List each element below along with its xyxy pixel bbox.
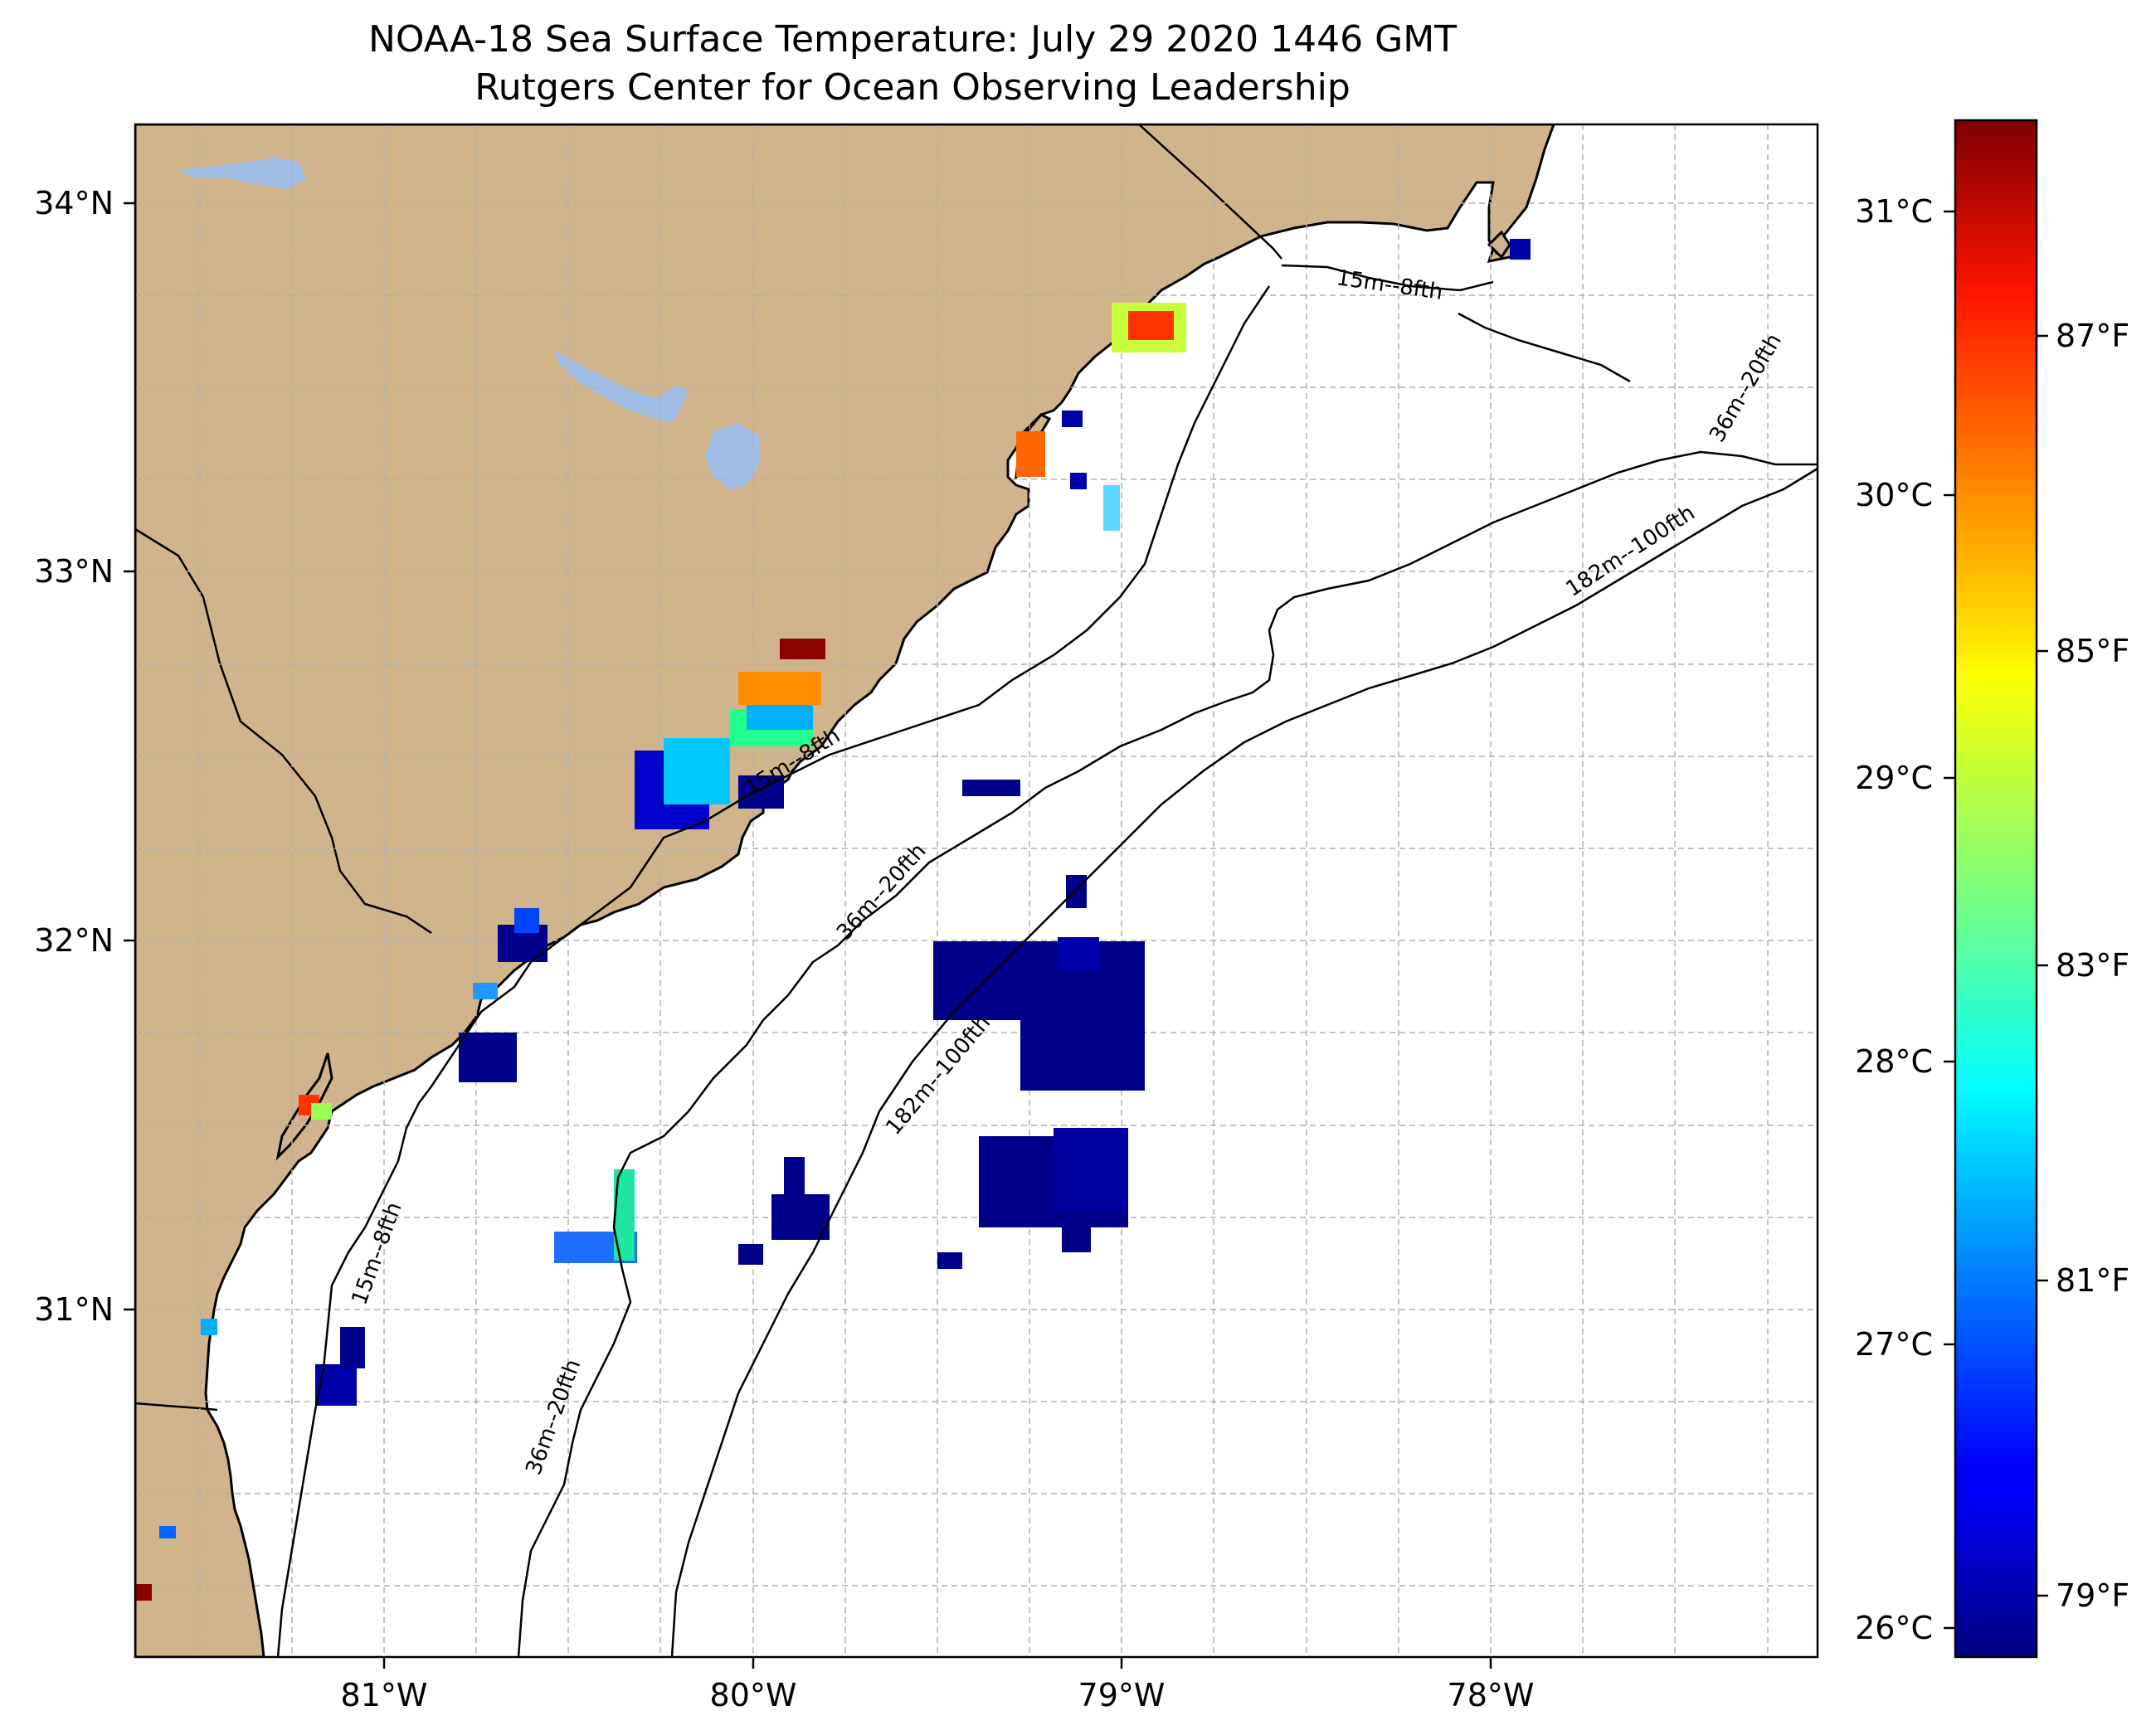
map-frame bbox=[134, 123, 1819, 1659]
colorbar-celsius-label: 26°C bbox=[1855, 1610, 1933, 1646]
colorbar-celsius-label: 30°C bbox=[1855, 477, 1933, 513]
map-title: NOAA-18 Sea Surface Temperature: July 29… bbox=[367, 18, 1458, 61]
state-border-nc-sc bbox=[1138, 124, 1282, 260]
colorbar: 31°C 30°C 29°C 28°C 27°C 26°C 87°F 85°F … bbox=[1855, 119, 2129, 1659]
axis-ticks bbox=[124, 202, 1492, 1669]
colorbar-fahrenheit-label: 85°F bbox=[2056, 633, 2129, 669]
lake-north bbox=[178, 158, 307, 189]
colorbar-fahrenheit-label: 87°F bbox=[2056, 318, 2129, 354]
colorbar-celsius-label: 28°C bbox=[1855, 1043, 1933, 1080]
state-border-sc-ga bbox=[135, 527, 432, 935]
lon-tick-label: 79°W bbox=[1078, 1677, 1166, 1713]
lat-tick-label: 34°N bbox=[34, 185, 114, 221]
colorbar-celsius-label: 31°C bbox=[1855, 193, 1933, 230]
lake-marion bbox=[554, 350, 689, 423]
lon-tick-label: 80°W bbox=[710, 1677, 797, 1713]
map-gridlines bbox=[135, 124, 1818, 1657]
colorbar-fahrenheit-label: 81°F bbox=[2056, 1262, 2129, 1299]
lon-tick-label: 78°W bbox=[1448, 1677, 1535, 1713]
colorbar-ticks bbox=[1944, 210, 2048, 1630]
lat-tick-label: 32°N bbox=[34, 922, 114, 959]
map-panel: 15m--8fth 15m--8fth 15m--8fth 36m--20fth… bbox=[135, 124, 1818, 1657]
colorbar-celsius-label: 29°C bbox=[1855, 760, 1933, 796]
colorbar-celsius-label: 27°C bbox=[1855, 1326, 1933, 1363]
lat-tick-label: 33°N bbox=[34, 553, 114, 590]
colorbar-gradient bbox=[1954, 119, 2038, 1659]
map-subtitle: Rutgers Center for Ocean Observing Leade… bbox=[475, 66, 1351, 109]
lon-tick-label: 81°W bbox=[341, 1677, 428, 1713]
state-border-ga-fl bbox=[135, 1402, 218, 1412]
depth-contours bbox=[276, 264, 1818, 1657]
lake-moultrie bbox=[705, 423, 759, 489]
colorbar-fahrenheit-label: 83°F bbox=[2056, 947, 2129, 984]
colorbar-fahrenheit-label: 79°F bbox=[2056, 1577, 2129, 1614]
lat-tick-label: 31°N bbox=[34, 1291, 114, 1328]
